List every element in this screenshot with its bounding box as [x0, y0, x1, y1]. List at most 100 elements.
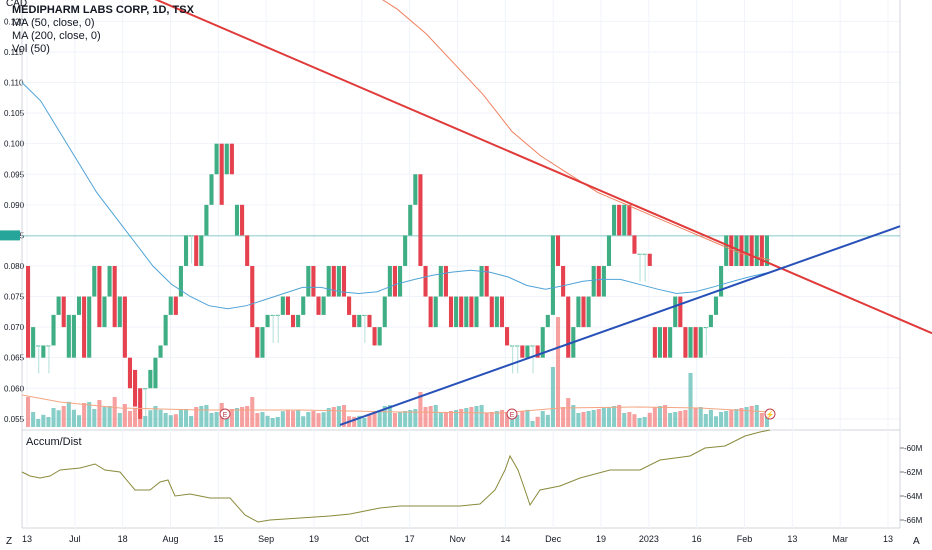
volume-bar [438, 413, 443, 427]
price-candle [484, 265, 489, 297]
volume-bar [255, 413, 260, 427]
price-candle [576, 296, 581, 328]
price-candle [296, 314, 301, 328]
price-candle [240, 204, 245, 236]
volume-bar [133, 408, 138, 427]
price-candle [321, 296, 326, 315]
price-candle [617, 204, 622, 236]
price-candle [403, 235, 408, 266]
volume-bar [505, 412, 510, 427]
price-candle [102, 296, 107, 328]
price-candle [66, 314, 71, 358]
price-candle [555, 235, 561, 266]
time-tick-label: Aug [162, 534, 178, 544]
price-candle [178, 265, 183, 297]
time-tick-label: 16 [692, 534, 702, 544]
price-candle [133, 369, 138, 407]
price-candle [479, 265, 484, 297]
price-candle [652, 327, 657, 358]
event-marker-label: ⚡ [766, 410, 775, 419]
symbol-title[interactable]: MEDIPHARM LABS CORP, 1D, TSX [12, 4, 194, 16]
volume-bar [418, 392, 423, 427]
price-candle [688, 327, 693, 358]
price-candle [693, 327, 698, 358]
volume-bar [204, 405, 209, 427]
price-candle [204, 204, 209, 236]
time-tick-label: 19 [596, 534, 606, 544]
price-candle [591, 265, 596, 297]
volume-bar [367, 413, 372, 427]
volume-bar [316, 413, 321, 427]
ma50-legend[interactable]: MA (50, close, 0) [12, 17, 95, 29]
price-candle [326, 265, 331, 297]
event-marker-icon [764, 408, 776, 420]
volume-bar [617, 405, 622, 427]
price-candle [489, 296, 494, 328]
price-candle [433, 296, 438, 328]
volume-bar [280, 411, 285, 427]
price-candle [367, 314, 372, 328]
volume-bar [606, 407, 612, 427]
price-candle [76, 296, 82, 315]
price-candle [183, 235, 189, 266]
event-marker-label: E [223, 412, 228, 419]
accum-dist-legend[interactable]: Accum/Dist [26, 436, 82, 448]
price-candle [290, 314, 296, 328]
volume-bar [622, 413, 627, 427]
price-candle [163, 314, 168, 346]
volume-bar [586, 411, 591, 427]
volume-bar [413, 409, 418, 427]
ma200-legend[interactable]: MA (200, close, 0) [12, 30, 101, 42]
price-tick-label: 0.070 [4, 323, 25, 332]
price-candle [316, 296, 321, 315]
time-tick-label: 13 [883, 534, 893, 544]
volume-bar [698, 407, 703, 427]
time-tick-label: Dec [545, 534, 562, 544]
time-tick-label: 13 [787, 534, 797, 544]
volume-bar [265, 415, 270, 427]
time-tick-label: 15 [213, 534, 223, 544]
volume-bar [102, 407, 107, 427]
price-candle [97, 265, 102, 328]
price-candle [301, 296, 306, 315]
volume-bar [673, 412, 678, 427]
price-candle [459, 296, 464, 328]
price-candle [540, 327, 545, 358]
volume-bar [26, 397, 31, 427]
volume-legend[interactable]: Vol (50) [12, 43, 50, 55]
volume-bar [693, 408, 698, 427]
volume-bar [668, 413, 673, 427]
price-candle [306, 265, 311, 297]
price-candle [285, 296, 290, 315]
price-candle [520, 345, 525, 358]
volume-bar [260, 412, 265, 427]
volume-bar [713, 416, 719, 427]
price-candle [107, 265, 112, 297]
timezone-toggle[interactable]: Z [6, 536, 13, 547]
price-tick-label: 0.065 [4, 354, 25, 363]
auto-scale-toggle[interactable]: A [913, 536, 920, 547]
volume-bar [479, 405, 484, 427]
volume-bar [296, 409, 301, 427]
time-tick-label: 13 [22, 534, 32, 544]
volume-bar [321, 412, 326, 427]
price-candle [749, 235, 754, 266]
price-candle [601, 265, 606, 297]
price-tick-label: 0.080 [4, 262, 25, 271]
volume-bar [459, 409, 464, 427]
price-candle [127, 357, 133, 389]
volume-bar [408, 410, 413, 427]
price-candle [642, 253, 647, 255]
price-tick-label: 0.110 [4, 79, 24, 88]
price-candle [224, 143, 229, 175]
volume-ma-line [21, 394, 771, 414]
price-candle [438, 265, 443, 297]
volume-bar [199, 406, 204, 427]
price-candle [194, 235, 199, 266]
price-candle [392, 265, 397, 297]
event-marker-icon [506, 408, 518, 420]
volume-bar [632, 414, 637, 427]
accum-dist-line [21, 429, 771, 523]
volume-bar [754, 405, 759, 427]
